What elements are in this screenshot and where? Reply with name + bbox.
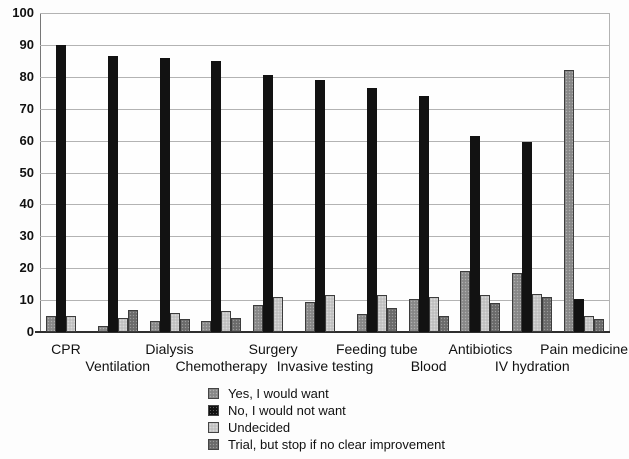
y-tick-label: 90: [19, 36, 34, 52]
bar: [594, 319, 605, 332]
x-axis-category-labels: CPR Ventilation Dialysis Chemotherapy Surger…: [40, 332, 628, 378]
bar: [211, 60, 222, 332]
bar: [201, 320, 212, 332]
bar: [149, 320, 160, 332]
bar: [574, 298, 585, 332]
bar: [532, 293, 543, 332]
bar: [418, 95, 429, 332]
bar: [159, 57, 170, 332]
legend-label: No, I would not want: [228, 403, 346, 418]
bar: [460, 271, 471, 332]
x-category-label: Chemotherapy: [175, 358, 268, 374]
bar: [65, 316, 76, 332]
y-tick-label: 30: [19, 228, 34, 244]
bar: [366, 87, 377, 332]
x-category-label: IV hydration: [494, 358, 570, 374]
bar: [584, 316, 595, 332]
bar: [542, 296, 553, 332]
x-category-label: Dialysis: [145, 341, 194, 357]
gridline: [40, 268, 610, 270]
gridline: [40, 108, 610, 110]
legend-row: Yes, I would want: [208, 387, 445, 400]
bar: [231, 317, 242, 332]
legend-swatch: [208, 388, 219, 399]
y-tick-label: 60: [19, 132, 34, 148]
gridline: [40, 172, 610, 174]
y-tick-label: 40: [19, 196, 34, 212]
bar: [305, 301, 315, 332]
bar: [263, 75, 274, 332]
gridline: [40, 13, 610, 14]
bar: [117, 317, 128, 332]
legend-row: No, I would not want: [208, 404, 445, 417]
bar: [522, 142, 533, 332]
bar: [438, 316, 449, 332]
legend-swatch: [208, 422, 219, 433]
x-category-label: Antibiotics: [448, 341, 513, 357]
gridline: [40, 140, 610, 142]
bar: [253, 304, 264, 332]
bar: [315, 80, 325, 332]
gridline: [40, 204, 610, 206]
bar: [480, 295, 491, 332]
y-tick-label: 20: [19, 260, 34, 276]
x-category-label: Invasive testing: [276, 358, 374, 374]
bar: [97, 325, 108, 332]
bar: [107, 56, 118, 332]
plot-area: [35, 13, 610, 333]
bar: [55, 44, 66, 332]
legend-label: Trial, but stop if no clear improvement: [228, 437, 445, 452]
gridline: [40, 76, 610, 78]
legend-label: Undecided: [228, 420, 291, 435]
x-axis-line: [35, 331, 610, 333]
x-category-label: Pain medicine: [540, 341, 629, 357]
y-axis-tick-labels: 0 10 20 30 40 50 60 70 80 90 100: [0, 5, 34, 339]
bar: [325, 295, 335, 332]
legend-row: Undecided: [208, 421, 445, 434]
y-tick-label: 0: [26, 324, 34, 339]
legend-swatch: [208, 405, 219, 416]
gridline: [40, 236, 610, 238]
bar: [408, 298, 419, 332]
x-category-label: Surgery: [248, 341, 298, 357]
y-tick-label: 50: [19, 164, 34, 180]
y-tick-label: 70: [19, 100, 34, 116]
bar: [273, 296, 284, 332]
bar: [470, 135, 481, 332]
bar: [428, 296, 439, 332]
legend-label: Yes, I would want: [228, 386, 329, 401]
bar: [564, 70, 575, 332]
bar: [127, 309, 138, 332]
bar: [512, 273, 523, 332]
y-tick-label: 10: [19, 292, 34, 308]
y-tick-label: 100: [12, 5, 34, 20]
bar: [179, 319, 190, 332]
gridline: [40, 44, 610, 46]
bar: [221, 311, 232, 332]
y-tick-label: 80: [19, 68, 34, 84]
bar: [169, 312, 180, 332]
bar: [490, 303, 501, 332]
bar: [376, 295, 387, 332]
x-category-label: Blood: [410, 358, 447, 374]
bar: [386, 308, 397, 332]
x-category-label: Ventilation: [85, 358, 151, 374]
legend-row: Trial, but stop if no clear improvement: [208, 438, 445, 451]
legend-swatch: [208, 439, 219, 450]
bar: [356, 314, 367, 332]
x-category-label: Feeding tube: [335, 341, 418, 357]
legend: Yes, I would want No, I would not want Und…: [208, 387, 445, 455]
bar: [45, 316, 56, 332]
x-category-label: CPR: [51, 341, 81, 357]
